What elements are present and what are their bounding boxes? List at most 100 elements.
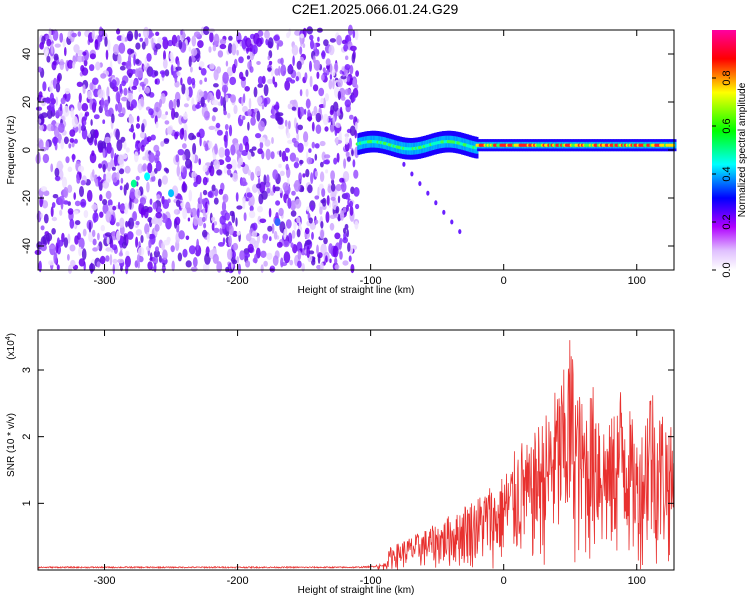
spectrogram-noise-blob <box>248 98 252 110</box>
spectrogram-noise-blob <box>337 213 341 222</box>
spectrogram-noise-blob <box>208 125 216 130</box>
spectrogram-noise-blob <box>73 210 79 215</box>
spectrogram-noise-blob <box>253 32 260 45</box>
spectrogram-noise-blob <box>228 124 233 137</box>
spectrogram-noise-blob <box>223 86 227 98</box>
spectrogram-noise-blob <box>77 100 82 112</box>
spectrogram-noise-blob <box>314 195 320 200</box>
spectrogram-noise-blob <box>260 264 264 273</box>
spectrogram-noise-blob <box>104 36 108 47</box>
spectrogram-noise-blob <box>141 83 145 91</box>
spectrogram-noise-blob <box>337 90 341 101</box>
spectrogram-noise-blob <box>259 141 264 149</box>
y-tick-label: 1 <box>21 500 33 506</box>
spectrogram-noise-blob <box>284 80 291 91</box>
snr-plot: -300 -200 -100 0 100 1 2 3 Height of straight … <box>5 329 675 596</box>
spectrogram-noise-blob <box>43 46 50 56</box>
spectrogram-marks <box>34 24 677 275</box>
spectrogram-noise-blob <box>62 38 66 48</box>
spectrogram-noise-blob <box>169 51 174 60</box>
spectrogram-noise-blob <box>297 106 301 118</box>
spectrogram-noise-blob <box>242 115 246 121</box>
spectrogram-noise-blob <box>125 147 130 153</box>
spectrogram-noise-blob <box>70 107 75 118</box>
spectrogram-noise-blob <box>246 55 251 60</box>
spectrogram-noise-blob <box>132 211 138 222</box>
spectrogram-noise-blob <box>106 236 110 245</box>
spectrogram-noise-blob <box>136 67 144 79</box>
spectrogram-noise-blob <box>214 143 218 155</box>
spectrogram-noise-blob <box>305 88 309 98</box>
spectrogram-noise-blob <box>266 187 271 194</box>
spectrogram-noise-blob <box>293 180 301 192</box>
spectrogram-noise-blob <box>330 196 336 201</box>
spectrogram-noise-blob <box>65 156 70 164</box>
spectrogram-noise-blob <box>39 42 44 50</box>
spectrogram-noise-blob <box>297 260 302 269</box>
spectrogram-noise-blob <box>219 215 226 225</box>
spectrogram-noise-blob <box>314 48 320 57</box>
x-tick-label: 0 <box>501 275 507 287</box>
spectrogram-noise-blob <box>119 225 125 236</box>
spectrogram-noise-blob <box>84 111 90 117</box>
spectrogram-noise-blob <box>333 213 339 219</box>
spectrogram-noise-blob <box>322 113 329 126</box>
spectrogram-noise-blob <box>349 125 356 137</box>
spectrogram-noise-blob <box>299 46 303 55</box>
spectrogram-noise-blob <box>91 102 97 113</box>
spectrogram-noise-blob <box>135 236 139 248</box>
spectrogram-noise-blob <box>94 129 99 139</box>
spectrogram-noise-blob <box>123 234 127 246</box>
spectrogram-noise-blob <box>121 96 128 102</box>
spectrogram-noise-blob <box>123 202 129 215</box>
spectrogram-noise-blob <box>52 194 59 199</box>
spectrogram-noise-blob <box>67 254 70 261</box>
spectrogram-noise-blob <box>325 58 331 66</box>
spectrogram-noise-blob <box>135 123 141 129</box>
spectrogram-noise-blob <box>308 250 315 255</box>
spectrogram-noise-blob <box>320 229 325 239</box>
spectrogram-noise-blob <box>185 87 190 98</box>
spectrogram-noise-blob <box>196 208 200 219</box>
spectrogram-noise-blob <box>242 197 246 210</box>
spectrogram-noise-blob <box>267 55 271 61</box>
spectrogram-noise-blob <box>117 258 124 264</box>
spectrogram-noise-blob <box>147 32 155 37</box>
spectrogram-noise-blob <box>40 225 45 231</box>
spectrogram-noise-blob <box>228 225 234 236</box>
spectrogram-noise-blob <box>204 77 208 82</box>
spectrogram-noise-blob <box>349 205 354 216</box>
spectrogram-noise-blob <box>118 42 126 54</box>
spectrogram-noise-blob <box>139 37 143 42</box>
spectrogram-noise-blob <box>167 39 174 47</box>
spectrogram-noise-blob <box>187 76 192 85</box>
spectrogram-noise-blob <box>269 236 272 242</box>
spectrogram-noise-blob <box>326 64 330 70</box>
spectrogram-noise-blob <box>94 137 98 146</box>
spectrogram-noise-blob <box>295 157 299 163</box>
spectrogram-noise-blob <box>244 86 250 92</box>
spectrogram-noise-blob <box>217 50 224 58</box>
spectrogram-x-axis: -300 -200 -100 0 100 <box>94 30 646 287</box>
spectrogram-noise-blob <box>236 256 240 264</box>
spectrogram-noise-blob <box>345 151 350 158</box>
spectrogram-noise-blob <box>55 82 61 93</box>
spectrogram-noise-blob <box>247 243 254 253</box>
spectrogram-noise-blob <box>46 55 51 63</box>
spectrogram-noise-blob <box>218 188 224 195</box>
spectrogram-noise-blob <box>339 177 345 183</box>
spectrogram-noise-blob <box>116 171 120 181</box>
spectrogram-noise-blob <box>271 223 275 234</box>
spectrogram-noise-blob <box>306 246 311 259</box>
spectrogram-noise-blob <box>344 99 351 108</box>
spectrogram-noise-blob <box>178 230 185 240</box>
spectrogram-noise-blob <box>99 26 103 36</box>
spectrogram-noise-blob <box>82 51 87 56</box>
spectrogram-noise-blob <box>162 58 168 69</box>
spectrogram-noise-blob <box>333 101 339 112</box>
x-tick-label: -300 <box>94 275 116 287</box>
spectrogram-noise-blob <box>176 98 180 108</box>
spectrogram-noise-blob <box>308 148 312 153</box>
spectrogram-noise-blob <box>232 230 238 237</box>
colorbar-label: Normalized spectral amplitude <box>737 82 748 217</box>
